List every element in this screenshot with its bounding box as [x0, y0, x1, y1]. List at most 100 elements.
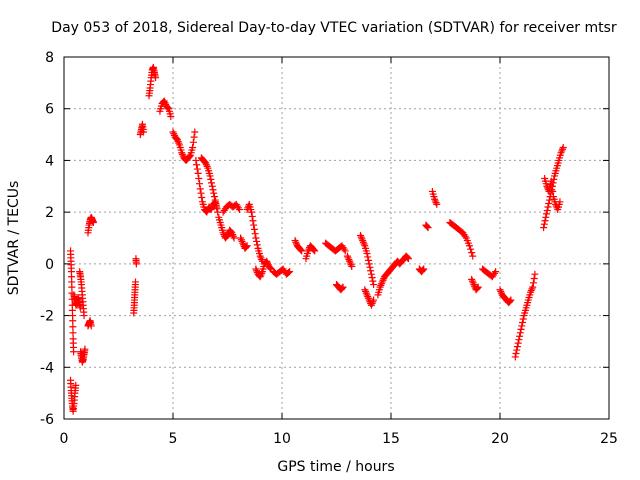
data-point [175, 139, 183, 147]
data-point [296, 245, 304, 253]
data-point [516, 329, 524, 337]
data-point [185, 153, 193, 161]
data-point [69, 329, 77, 337]
x-tick-label: 25 [600, 431, 618, 447]
data-point [496, 286, 504, 294]
x-tick-label: 20 [491, 431, 509, 447]
data-point [173, 136, 181, 144]
data-point [367, 267, 375, 275]
data-point [178, 149, 186, 157]
data-point [234, 204, 242, 212]
data-point [263, 257, 271, 265]
data-point [161, 99, 169, 107]
data-point [140, 128, 148, 136]
data-point [362, 289, 370, 297]
data-point [473, 284, 481, 292]
data-point [210, 189, 218, 197]
data-point [311, 247, 319, 255]
data-point [377, 281, 385, 289]
data-point [518, 322, 526, 330]
data-point [69, 317, 77, 325]
data-point [229, 231, 237, 239]
data-point [467, 245, 475, 253]
data-point [433, 200, 441, 208]
data-point [403, 253, 411, 261]
data-point [547, 181, 555, 189]
data-point [209, 186, 217, 194]
data-point [547, 177, 555, 185]
x-tick-label: 10 [273, 431, 291, 447]
data-point [418, 267, 426, 275]
data-point [519, 315, 527, 323]
data-point [189, 144, 197, 151]
data-point [470, 281, 478, 289]
data-point [358, 235, 366, 243]
data-point [420, 265, 428, 273]
data-point [530, 275, 538, 283]
data-point [514, 339, 522, 347]
data-point [249, 217, 257, 225]
data-point [193, 161, 201, 169]
data-point [461, 232, 469, 240]
data-point [253, 237, 261, 245]
data-point [68, 283, 76, 291]
data-point [235, 206, 243, 214]
data-point [230, 234, 238, 242]
data-point [229, 232, 237, 240]
data-point [370, 281, 378, 289]
plot-frame [63, 56, 610, 420]
data-point [473, 285, 481, 293]
data-point [219, 229, 227, 237]
data-point [545, 196, 553, 204]
y-tick-label: 8 [45, 50, 54, 66]
data-point [252, 234, 260, 242]
data-point [367, 270, 375, 278]
data-point [174, 137, 182, 145]
data-point [362, 287, 370, 295]
data-point [257, 254, 265, 262]
data-point [250, 221, 258, 229]
data-point [250, 225, 258, 233]
data-point [70, 348, 78, 356]
data-point [89, 218, 97, 226]
data-point [541, 217, 549, 225]
data-point [543, 210, 551, 218]
x-axis-title: GPS time / hours [277, 459, 394, 475]
data-point [376, 283, 384, 291]
data-point [513, 343, 521, 351]
data-point [370, 296, 378, 304]
data-point [531, 270, 539, 278]
data-point [248, 212, 256, 220]
data-point [256, 252, 264, 260]
data-point [239, 239, 247, 247]
data-point [292, 238, 300, 246]
data-point [189, 138, 197, 146]
data-point [359, 238, 367, 246]
data-point [193, 165, 201, 173]
data-point [210, 193, 218, 201]
data-point [224, 231, 231, 239]
data-point [419, 266, 427, 274]
data-point [341, 247, 349, 255]
data-point [164, 104, 172, 112]
data-point [202, 159, 210, 167]
data-point [367, 301, 375, 309]
data-point [192, 156, 200, 164]
y-tick-labels: -6 -4 -2 0 2 4 6 8 [40, 50, 54, 428]
data-point [238, 237, 246, 245]
data-point [379, 276, 387, 284]
data-point [152, 74, 160, 82]
data-point [468, 275, 476, 283]
data-point [247, 208, 255, 216]
data-point [369, 298, 377, 306]
data-point [208, 182, 216, 190]
data-point [516, 332, 524, 340]
data-point [513, 346, 521, 354]
data-point [469, 252, 477, 260]
data-point [497, 287, 505, 295]
data-points [67, 63, 567, 415]
data-point [346, 257, 354, 265]
data-point [80, 312, 88, 320]
data-point [558, 145, 566, 153]
